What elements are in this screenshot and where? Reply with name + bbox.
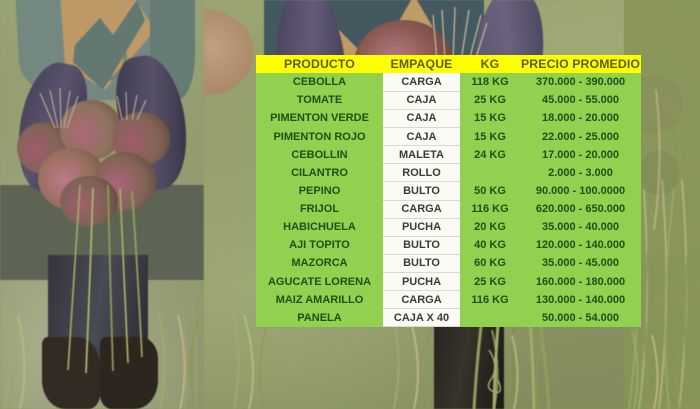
- svg-text:URE: URE: [80, 35, 114, 52]
